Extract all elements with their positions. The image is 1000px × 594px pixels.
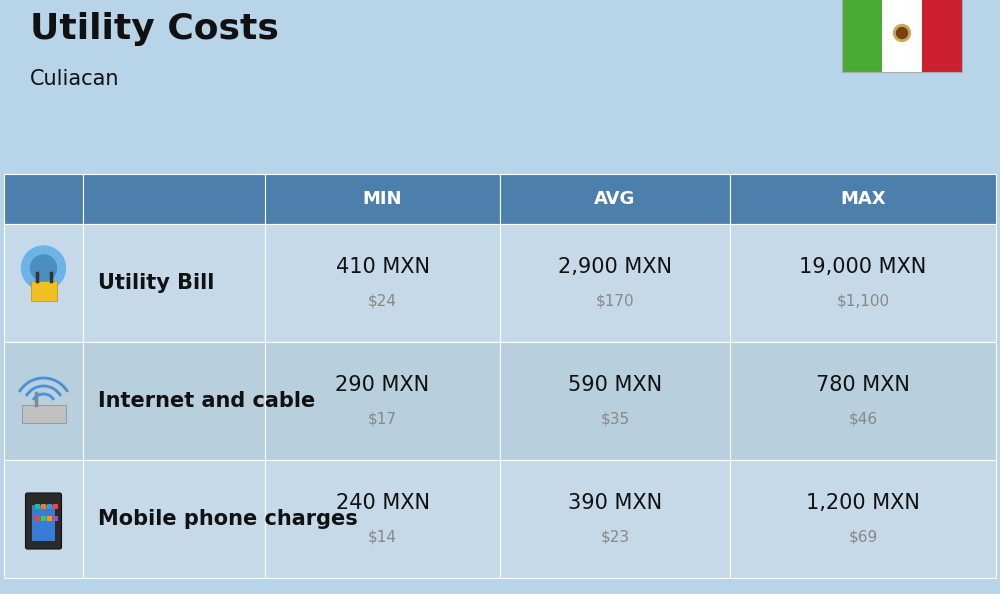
Text: $17: $17 [368, 412, 397, 426]
Bar [265, 224, 500, 342]
Text: $69: $69 [848, 529, 878, 545]
Bar [4, 342, 83, 460]
Circle shape [896, 27, 908, 39]
Bar [500, 224, 730, 342]
Text: 590 MXN: 590 MXN [568, 375, 662, 395]
Bar [842, 0, 882, 72]
Text: $24: $24 [368, 293, 397, 308]
Text: Internet and cable: Internet and cable [98, 391, 315, 411]
FancyBboxPatch shape [26, 493, 62, 549]
Bar [265, 174, 500, 224]
Bar [22, 405, 66, 423]
Bar [83, 224, 265, 342]
Text: 290 MXN: 290 MXN [335, 375, 430, 395]
Bar [730, 342, 996, 460]
Bar [842, 0, 962, 72]
Circle shape [894, 24, 910, 42]
Circle shape [22, 246, 66, 290]
Bar [730, 174, 996, 224]
Bar [83, 342, 265, 460]
Text: Mobile phone charges: Mobile phone charges [98, 509, 358, 529]
Text: Culiacan: Culiacan [30, 69, 120, 89]
Text: $35: $35 [600, 412, 630, 426]
Bar [500, 460, 730, 578]
Text: 1,200 MXN: 1,200 MXN [806, 493, 920, 513]
Text: AVG: AVG [594, 190, 636, 208]
Bar [47, 516, 52, 521]
Bar [500, 174, 730, 224]
Bar [4, 174, 83, 224]
Text: $46: $46 [848, 412, 878, 426]
Bar [922, 0, 962, 72]
Text: 2,900 MXN: 2,900 MXN [558, 257, 672, 277]
Bar [53, 504, 58, 509]
Bar [35, 516, 40, 521]
Bar [4, 460, 83, 578]
Text: Utility Costs: Utility Costs [30, 12, 279, 46]
Text: 780 MXN: 780 MXN [816, 375, 910, 395]
Bar [32, 505, 55, 541]
Bar [882, 0, 922, 72]
Text: 240 MXN: 240 MXN [336, 493, 430, 513]
Bar [83, 174, 265, 224]
Bar [41, 504, 46, 509]
Bar [730, 224, 996, 342]
Text: $23: $23 [600, 529, 630, 545]
Text: $1,100: $1,100 [836, 293, 890, 308]
Bar [47, 504, 52, 509]
Text: MIN: MIN [363, 190, 402, 208]
Bar [30, 281, 56, 301]
Text: MAX: MAX [840, 190, 886, 208]
Text: $170: $170 [596, 293, 634, 308]
Bar [730, 460, 996, 578]
Bar [4, 224, 83, 342]
Bar [41, 516, 46, 521]
Bar [35, 504, 40, 509]
Text: 390 MXN: 390 MXN [568, 493, 662, 513]
Bar [265, 342, 500, 460]
Text: 410 MXN: 410 MXN [336, 257, 430, 277]
Bar [500, 342, 730, 460]
Bar [53, 516, 58, 521]
Text: $14: $14 [368, 529, 397, 545]
Bar [83, 460, 265, 578]
Text: Utility Bill: Utility Bill [98, 273, 214, 293]
Bar [265, 460, 500, 578]
Circle shape [30, 255, 56, 281]
Text: 19,000 MXN: 19,000 MXN [799, 257, 927, 277]
